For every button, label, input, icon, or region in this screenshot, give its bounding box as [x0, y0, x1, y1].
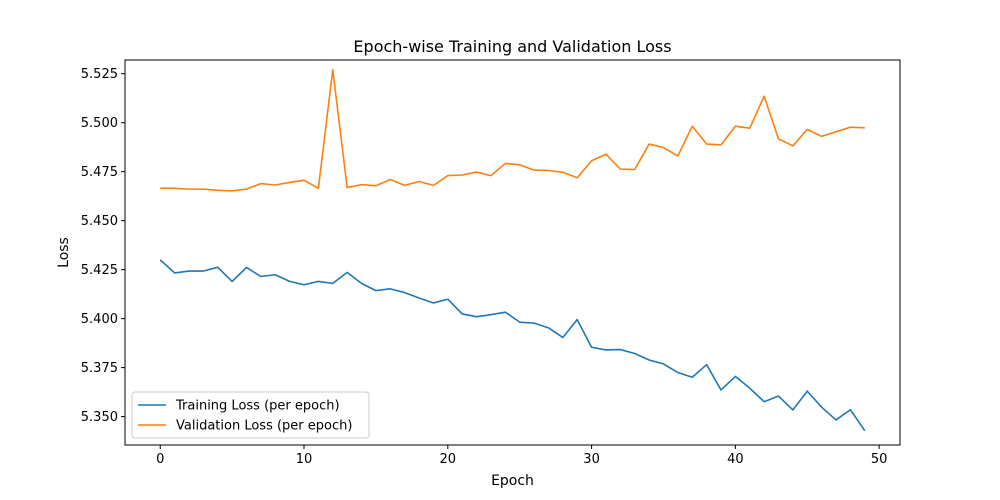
y-tick-label: 5.425	[81, 263, 118, 278]
y-tick-label: 5.525	[81, 67, 118, 82]
y-axis: 5.350 5.375 5.400 5.425 5.450 5.475 5.500 5.525	[81, 67, 125, 425]
y-tick-label: 5.400	[81, 312, 118, 327]
x-axis-label: Epoch	[491, 473, 534, 489]
x-tick-label: 30	[583, 452, 600, 467]
x-tick-label: 40	[727, 452, 744, 467]
x-tick-label: 50	[871, 452, 888, 467]
legend: Training Loss (per epoch) Validation Los…	[131, 391, 370, 439]
series-line-validation	[160, 69, 865, 192]
x-tick-label: 10	[296, 452, 313, 467]
x-axis: 0 10 20 30 40 50	[156, 445, 887, 467]
y-tick-label: 5.475	[81, 165, 118, 180]
series-lines	[159, 69, 866, 432]
legend-frame	[131, 391, 370, 439]
y-tick-label: 5.450	[81, 214, 118, 229]
plot-area-frame	[124, 59, 901, 446]
x-tick-label: 0	[156, 452, 164, 467]
y-axis-label: Loss	[56, 237, 72, 268]
chart-title: Epoch-wise Training and Validation Loss	[353, 37, 671, 56]
y-tick-label: 5.350	[81, 410, 118, 425]
y-tick-label: 5.375	[81, 361, 118, 376]
legend-label-training: Training Loss (per epoch)	[175, 399, 340, 414]
y-tick-label: 5.500	[81, 116, 118, 131]
legend-label-validation: Validation Loss (per epoch)	[176, 419, 352, 434]
series-line-training	[159, 259, 866, 432]
x-tick-label: 20	[440, 452, 457, 467]
